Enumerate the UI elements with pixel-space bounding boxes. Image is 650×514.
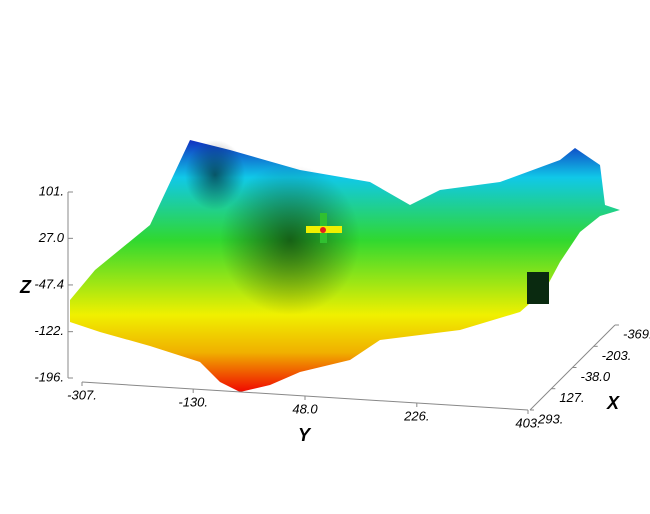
x-tick-label: 127. [559, 390, 584, 405]
x-axis-title: X [606, 393, 620, 413]
x-tick-label: -38.0 [581, 369, 611, 384]
z-tick-label: 27.0 [38, 230, 65, 245]
y-tick-label: 403. [515, 415, 540, 430]
surface-shade [220, 165, 360, 315]
y-axis-title: Y [298, 425, 312, 445]
y-tick-label: -307. [67, 387, 97, 402]
x-tick-label: -203. [602, 348, 632, 363]
y-tick-label: 226. [403, 408, 429, 423]
marker [320, 227, 326, 233]
surface-shade [185, 140, 245, 210]
z-tick-label: 101. [39, 183, 64, 198]
z-tick-label: -122. [34, 323, 64, 338]
x-tick-label: -369. [623, 326, 650, 341]
x-tick-label: 293. [537, 411, 563, 426]
y-tick-label: -130. [178, 394, 208, 409]
z-tick-label: -47.4 [34, 276, 64, 291]
y-tick-label: 48.0 [292, 401, 318, 416]
surface-shade [527, 272, 549, 304]
surface [70, 140, 620, 392]
z-axis-title: Z [19, 277, 32, 297]
z-tick-label: -196. [34, 369, 64, 384]
